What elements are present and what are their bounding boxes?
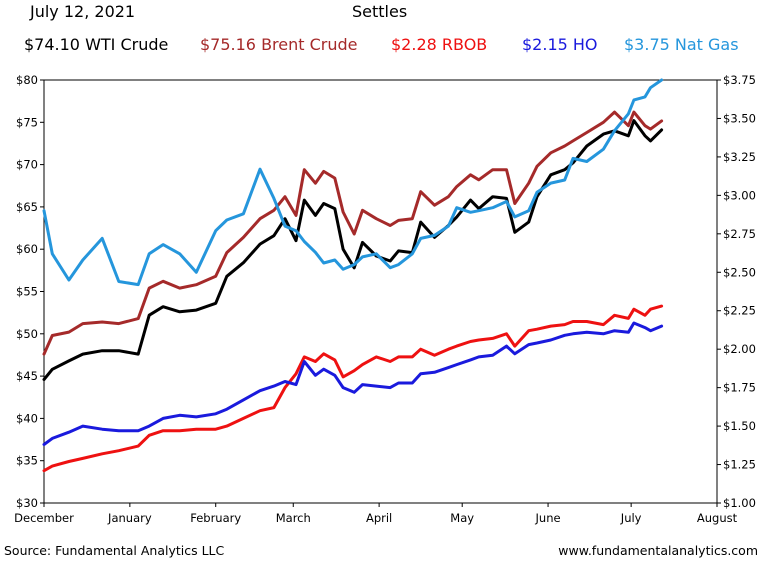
legend-brent: $75.16 Brent Crude xyxy=(200,35,358,54)
chart-series xyxy=(42,78,664,473)
y-right-tick-label: $2.25 xyxy=(723,304,756,318)
series-line-ho xyxy=(42,321,664,446)
y-right-tick-label: $1.00 xyxy=(723,496,756,510)
x-tick-label: July xyxy=(620,511,642,525)
series-line-brent-crude xyxy=(42,110,664,356)
legend-rbob: $2.28 RBOB xyxy=(391,35,488,54)
y-left-tick-label: $60 xyxy=(16,242,38,256)
y-left-tick-label: $45 xyxy=(16,369,38,383)
y-left-tick-label: $70 xyxy=(16,158,38,172)
y-left-tick-label: $75 xyxy=(16,115,38,129)
legend-ho: $2.15 HO xyxy=(522,35,598,54)
x-tick-label: February xyxy=(190,511,241,525)
chart-title: Settles xyxy=(352,2,408,21)
y-right-tick-label: $3.75 xyxy=(723,73,756,87)
y-right-tick-label: $3.25 xyxy=(723,150,756,164)
series-line-nat-gas xyxy=(42,78,664,287)
y-right-tick-label: $1.25 xyxy=(723,458,756,472)
y-right-tick-label: $2.50 xyxy=(723,265,756,279)
website-link[interactable]: www.fundamentalanalytics.com xyxy=(558,543,758,558)
chart-date-label: July 12, 2021 xyxy=(30,2,136,21)
y-left-tick-label: $80 xyxy=(16,73,38,87)
series-line-wti-crude xyxy=(42,119,664,381)
chart-axes: $30 $35 $40 $45 $50 $55 $60 $65 $70 $75 $80 $1.00 $1… xyxy=(14,73,756,525)
y-right-tick-label: $2.00 xyxy=(723,342,756,356)
legend-wti: $74.10 WTI Crude xyxy=(24,35,169,54)
source-credit: Source: Fundamental Analytics LLC xyxy=(4,543,225,558)
y-right-tick-label: $3.50 xyxy=(723,111,756,125)
series-line-rbob xyxy=(42,304,664,473)
x-tick-label: June xyxy=(535,511,561,525)
y-right-tick-label: $1.75 xyxy=(723,381,756,395)
y-left-tick-label: $50 xyxy=(16,327,38,341)
y-left-tick-label: $55 xyxy=(16,285,38,299)
x-tick-label: December xyxy=(14,511,74,525)
x-tick-label: March xyxy=(276,511,311,525)
y-left-tick-label: $65 xyxy=(16,200,38,214)
y-left-tick-label: $35 xyxy=(16,454,38,468)
x-tick-label: May xyxy=(450,511,474,525)
x-tick-label: January xyxy=(107,511,152,525)
legend-natgas: $3.75 Nat Gas xyxy=(624,35,739,54)
y-right-tick-label: $1.50 xyxy=(723,419,756,433)
y-right-tick-label: $3.00 xyxy=(723,188,756,202)
y-left-tick-label: $40 xyxy=(16,411,38,425)
x-tick-label: April xyxy=(366,511,392,525)
x-tick-label: August xyxy=(697,511,738,525)
y-left-tick-label: $30 xyxy=(16,496,38,510)
y-right-tick-label: $2.75 xyxy=(723,227,756,241)
